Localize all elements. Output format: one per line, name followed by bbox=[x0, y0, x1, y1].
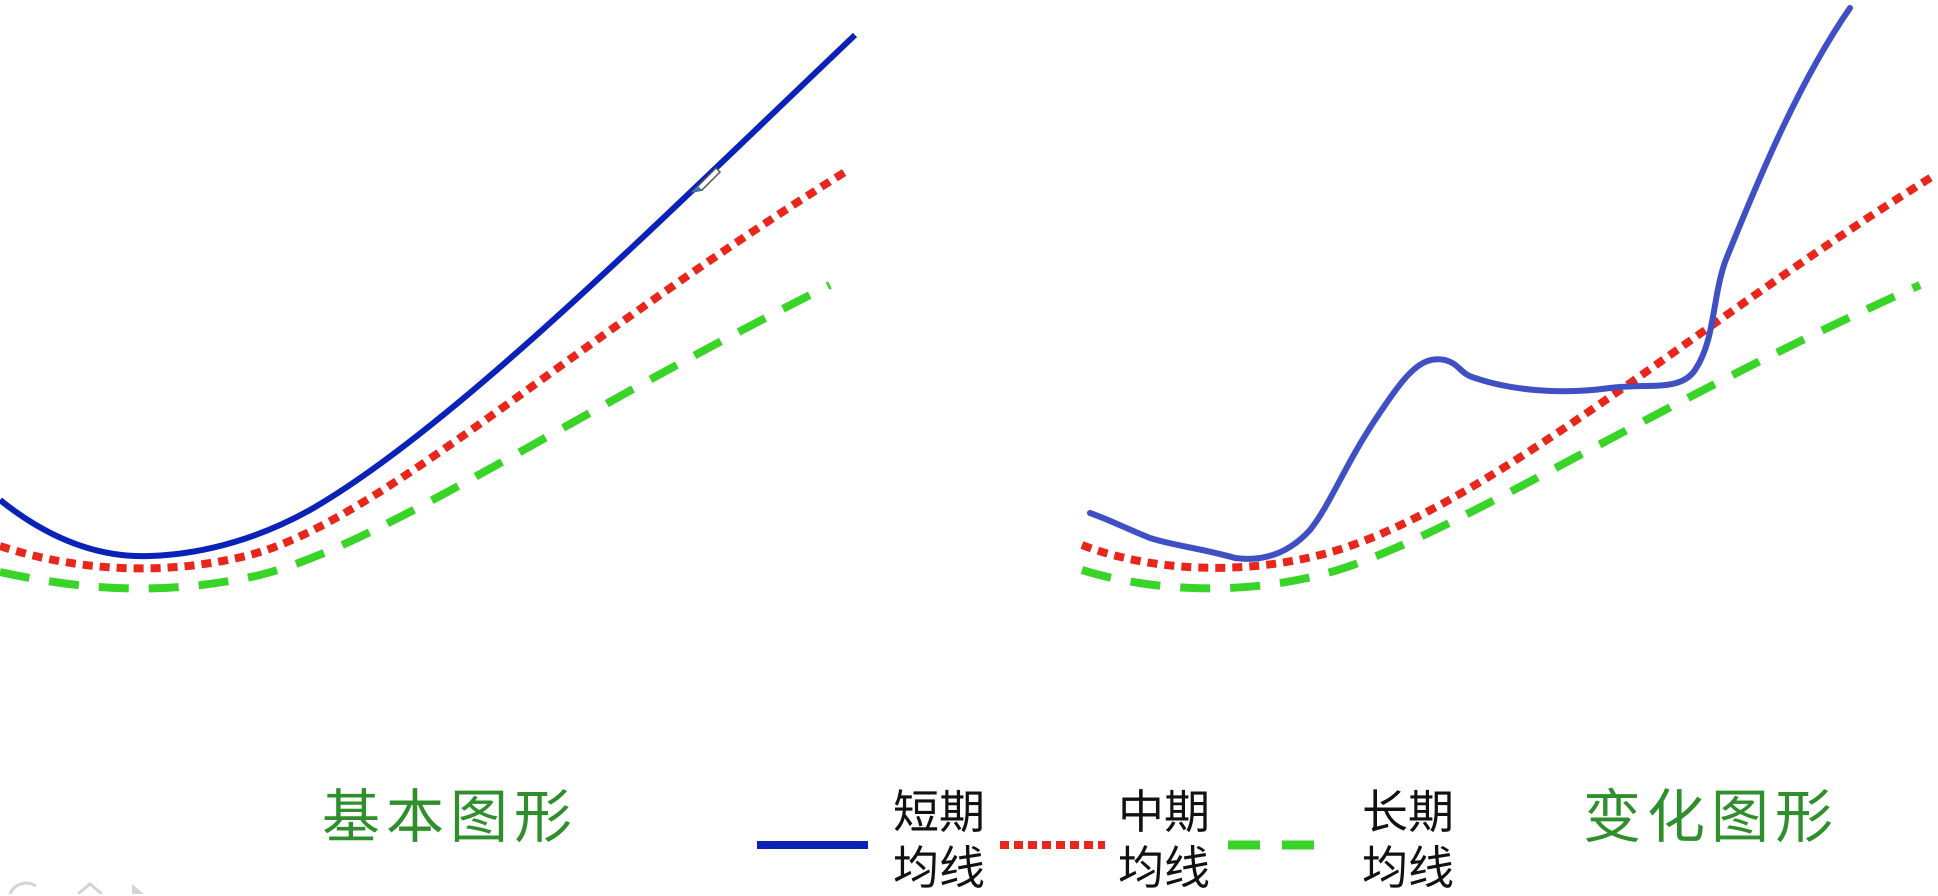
right-short-ma-line bbox=[1087, 5, 1853, 562]
legend-medium-label-line2: 均线 bbox=[1118, 841, 1210, 895]
left-long-ma-line bbox=[0, 281, 832, 593]
legend-short-label: 短期 均线 bbox=[893, 784, 985, 896]
right-panel bbox=[1080, 5, 1938, 593]
legend-medium-label: 中期 均线 bbox=[1118, 784, 1210, 896]
legend-short-label-line1: 短期 bbox=[893, 785, 985, 839]
legend-long-label: 长期 均线 bbox=[1362, 784, 1454, 896]
right-long-ma-line bbox=[1080, 281, 1922, 593]
right-medium-ma-line bbox=[1080, 171, 1938, 572]
legend-short-label-line2: 均线 bbox=[893, 841, 985, 895]
right-panel-title: 变化图形 bbox=[1583, 783, 1840, 851]
player-controls-icon[interactable] bbox=[0, 872, 150, 894]
left-short-ma-line bbox=[0, 32, 858, 560]
legend-medium-label-line1: 中期 bbox=[1118, 785, 1210, 839]
legend-long-label-line2: 均线 bbox=[1362, 841, 1454, 895]
left-panel bbox=[0, 32, 858, 593]
left-medium-ma-line bbox=[0, 168, 848, 573]
legend-long-label-line1: 长期 bbox=[1362, 785, 1454, 839]
left-panel-title: 基本图形 bbox=[322, 783, 579, 851]
pen-cursor-icon bbox=[690, 166, 722, 194]
